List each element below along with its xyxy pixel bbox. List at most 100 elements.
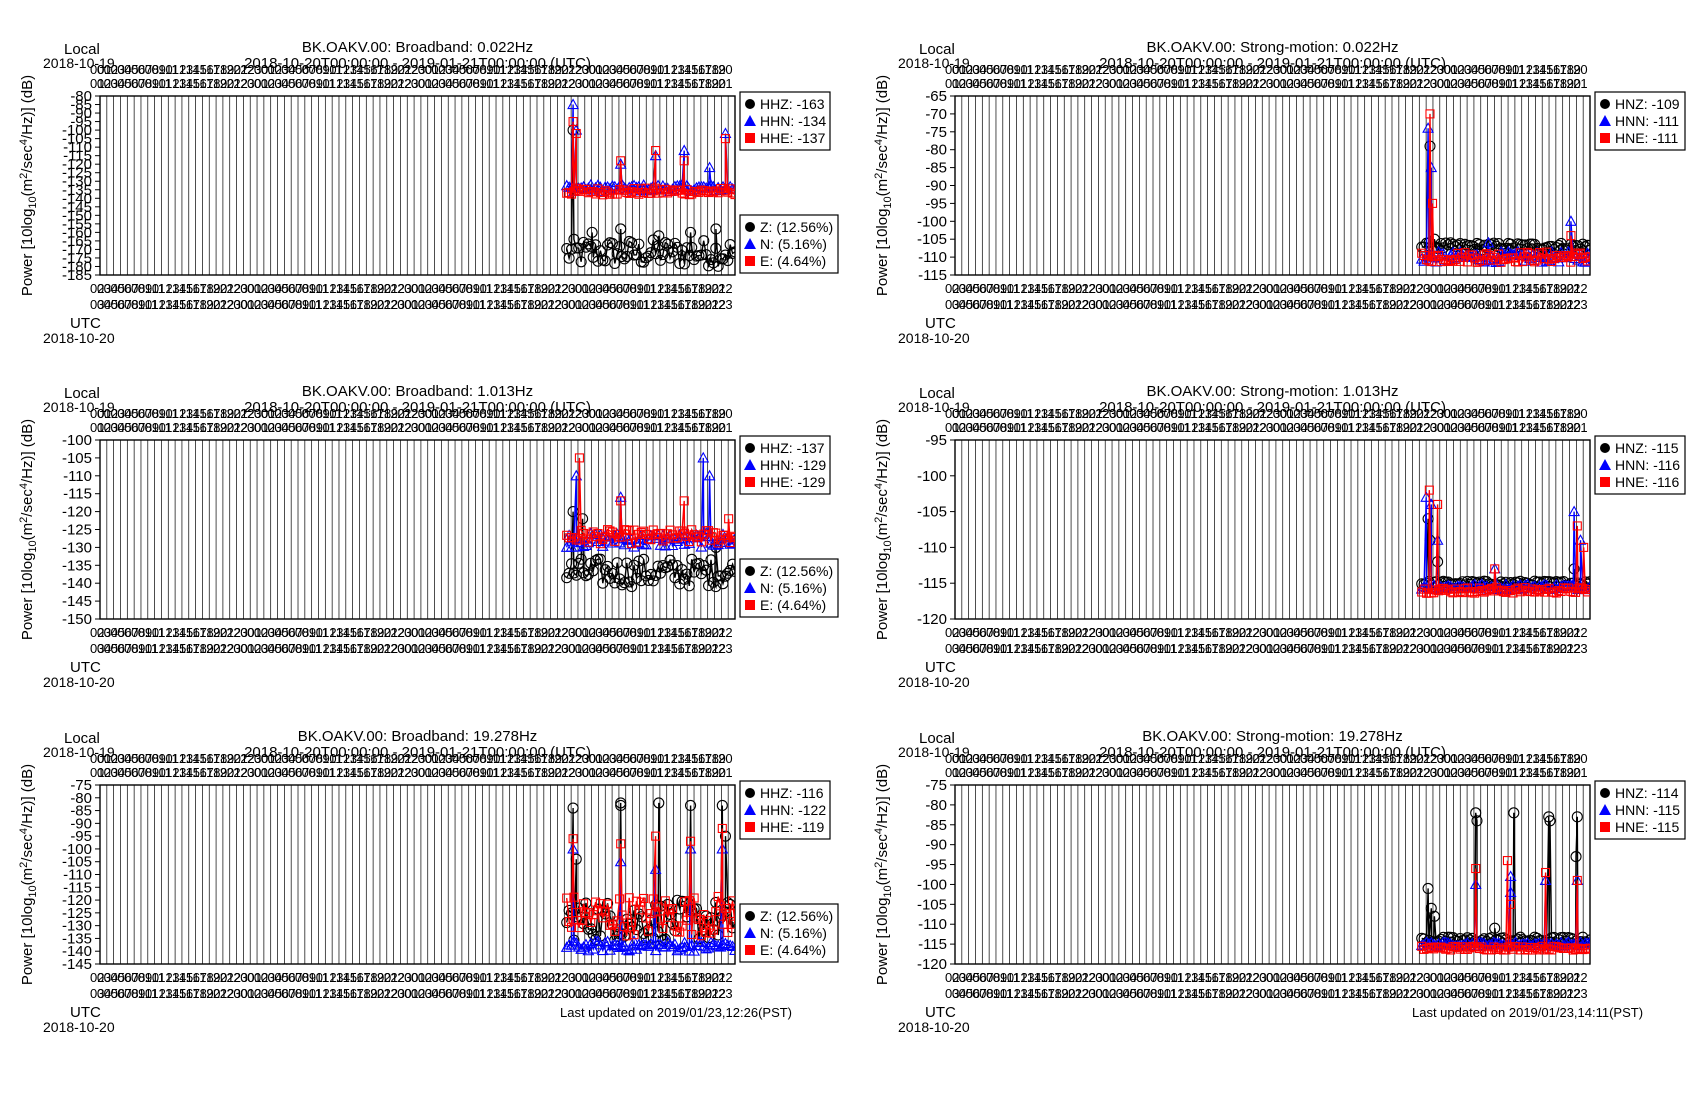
tick-label: 12 (315, 297, 329, 312)
y-tick-label: -80 (925, 797, 947, 814)
y-tick-label: -150 (62, 611, 92, 628)
tick-label: 17 (349, 297, 363, 312)
tick-label: 15 (186, 76, 200, 91)
coverage-label: Z: (12.56%) (760, 219, 833, 235)
tick-label: 19 (213, 76, 227, 91)
tick-label: 11 (493, 62, 507, 77)
legend-label: HHE: -129 (760, 474, 826, 490)
tick-label: 09 (629, 281, 643, 296)
tick-label: 20 (698, 297, 712, 312)
y-axis-label: Power [10log10(m2/sec4/Hz)] (dB) (873, 764, 894, 985)
coverage-label: N: (5.16%) (760, 925, 827, 941)
tick-label: 17 (684, 281, 698, 296)
tick-label: 15 (172, 297, 186, 312)
tick-label: 07 (295, 76, 309, 91)
tick-label: 22 (1573, 625, 1587, 640)
coverage-legend: Z: (12.56%)N: (5.16%)E: (4.64%) (739, 903, 839, 963)
tick-label: 18 (534, 76, 548, 91)
tick-label: 13 (329, 281, 343, 296)
legend-marker (745, 222, 755, 232)
tick-label: 19 (363, 297, 377, 312)
tick-label-band: 0102030405060708091011121314151617181920… (945, 765, 1588, 780)
tick-label: 23 (575, 62, 589, 77)
coverage-label: N: (5.16%) (760, 580, 827, 596)
legend-marker (745, 566, 755, 576)
tick-label: 18 (691, 281, 705, 296)
y-tick-label: -100 (917, 876, 947, 893)
tick-label: 12 (329, 76, 343, 91)
tick-label: 04 (261, 297, 275, 312)
tick-label: 18 (199, 281, 213, 296)
tick-label: 13 (343, 62, 357, 77)
tick-label: 23 (233, 281, 247, 296)
legend-label: HHN: -122 (760, 802, 826, 818)
tick-label: 21 (213, 297, 227, 312)
tick-label-band: 0001020304050607080910111213141516171819… (945, 406, 1588, 421)
date-range: 2018-10-20T00:00:00 - 2019-01-21T00:00:0… (244, 55, 591, 72)
tick-label: 02 (261, 76, 275, 91)
legend-marker (745, 788, 755, 798)
tick-label: 13 (165, 281, 179, 296)
chart-title: BK.OAKV.00: Strong-motion: 1.013Hz (1146, 383, 1398, 400)
legend-label: HHZ: -137 (760, 440, 825, 456)
tick-label: 05 (595, 297, 609, 312)
tick-label: 07 (117, 297, 131, 312)
tick-label: 14 (172, 281, 186, 296)
tick-label: 22 (1573, 970, 1587, 985)
tick-label: 08 (636, 62, 650, 77)
y-tick-label: -145 (62, 956, 92, 973)
tick-label: 04 (595, 281, 609, 296)
tick-label: 08 (138, 76, 152, 91)
y-tick-label: -110 (918, 916, 947, 933)
tick-label: 23 (1573, 297, 1587, 312)
tick-label: 14 (493, 297, 507, 312)
tick-label: 19 (370, 281, 384, 296)
tick-label: 04 (445, 62, 459, 77)
tick-label: 07 (623, 76, 637, 91)
tick-label: 13 (336, 76, 350, 91)
y-tick-label: -125 (62, 165, 92, 182)
tick-label: 08 (302, 76, 316, 91)
tick-label: 21 (711, 281, 725, 296)
tick-label: 17 (534, 62, 548, 77)
tick-label: 01 (418, 76, 432, 91)
tick-label: 22 (711, 297, 725, 312)
coverage-label: E: (4.64%) (760, 597, 826, 613)
tick-label: 13 (322, 297, 336, 312)
tick-label: 11 (308, 297, 322, 312)
legend-marker (745, 99, 755, 109)
tick-label: 13 (507, 62, 521, 77)
tick-label: 11 (486, 76, 500, 91)
tick-label-band: 0203040506070809101112131415161718192021… (90, 281, 733, 296)
tick-label: 20 (370, 297, 384, 312)
tick-label: 16 (507, 297, 521, 312)
tick-label: 20 (547, 76, 561, 91)
tick-label: 12 (165, 76, 179, 91)
tick-label: 04 (438, 76, 452, 91)
tick-label-band: 0304050607080910111213141516171819202122… (945, 986, 1588, 1001)
tick-label: 20 (377, 281, 391, 296)
tick-label: 06 (438, 297, 452, 312)
tick-label: 13 (172, 76, 186, 91)
chart-panel-4: BK.OAKV.00: Strong-motion: 1.013Hz 2018-1… (873, 383, 1686, 690)
tick-label: 07 (131, 76, 145, 91)
tick-label: 06 (445, 281, 459, 296)
y-tick-label: -115 (63, 148, 92, 165)
y-tick-label: -125 (62, 522, 92, 539)
tick-label: 02 (411, 297, 425, 312)
tick-label: 11 (315, 281, 329, 296)
tick-label: 15 (500, 297, 514, 312)
tick-label: 05 (452, 62, 466, 77)
legend-marker (1600, 133, 1610, 143)
y-tick-label: -70 (925, 106, 947, 123)
tick-label-band: 0102030405060708091011121314151617181920… (90, 765, 733, 780)
y-tick-label: -105 (62, 131, 92, 148)
tick-label: 03 (110, 62, 124, 77)
tick-label: 14 (349, 62, 363, 77)
tick-label: 06 (288, 76, 302, 91)
tick-label: 18 (363, 281, 377, 296)
tick-label: 13 (664, 76, 678, 91)
legend-label: HHZ: -116 (760, 785, 824, 801)
tick-label: 22 (718, 281, 732, 296)
